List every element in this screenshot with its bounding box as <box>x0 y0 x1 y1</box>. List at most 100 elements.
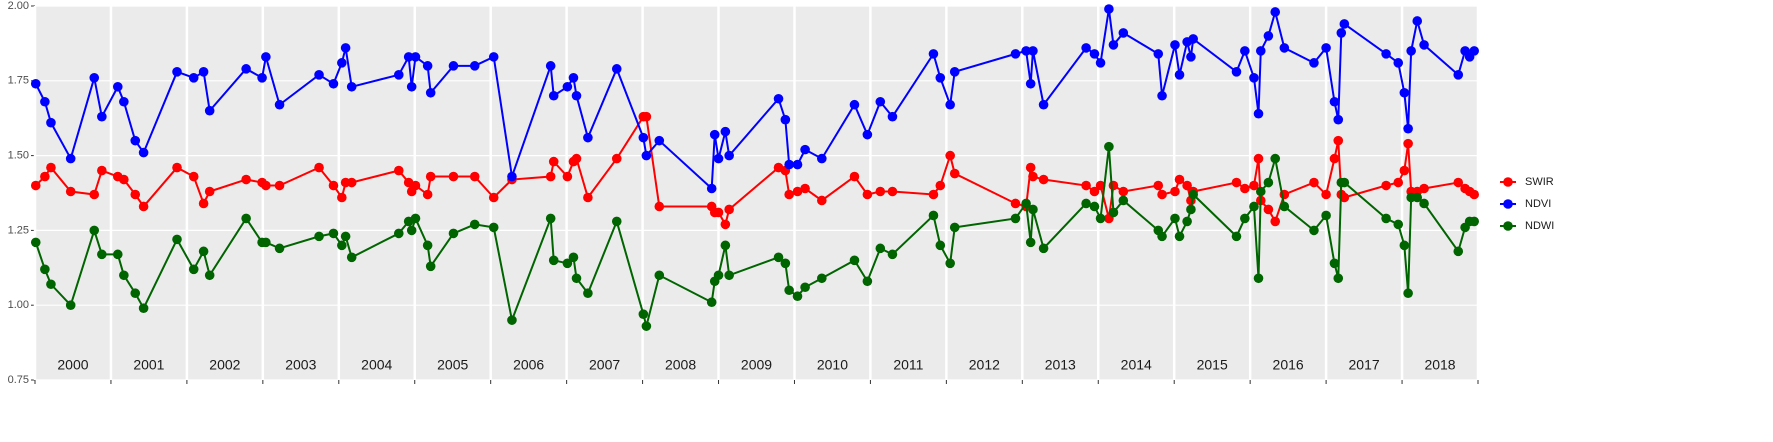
data-point <box>1010 213 1021 224</box>
data-point <box>887 111 898 122</box>
data-point <box>198 198 209 209</box>
data-point <box>65 300 76 311</box>
data-point <box>1028 171 1038 182</box>
data-point <box>713 270 724 281</box>
data-point <box>545 171 556 182</box>
data-point <box>393 165 404 176</box>
data-point <box>1231 177 1242 188</box>
data-point <box>720 126 731 137</box>
data-point <box>112 249 123 260</box>
data-point <box>1263 204 1274 215</box>
data-point <box>1321 210 1331 221</box>
data-point <box>583 132 593 143</box>
data-point <box>713 207 724 218</box>
data-point <box>1240 183 1250 194</box>
y-tick-label: 1.00 <box>8 299 29 311</box>
data-point <box>448 61 459 71</box>
data-point <box>545 213 556 224</box>
data-point <box>817 273 827 284</box>
data-point <box>204 186 215 197</box>
data-point <box>448 228 459 239</box>
data-point <box>1174 70 1185 80</box>
data-point <box>706 183 717 194</box>
data-point <box>425 87 436 98</box>
data-point <box>862 189 873 200</box>
data-point <box>1104 4 1114 14</box>
data-point <box>1081 43 1091 53</box>
data-point <box>314 231 324 242</box>
data-point <box>862 276 873 287</box>
data-point <box>346 81 357 92</box>
data-point <box>204 270 215 281</box>
data-point <box>1174 174 1185 185</box>
data-point <box>97 249 107 260</box>
data-point <box>935 73 946 83</box>
data-point <box>1309 58 1319 68</box>
legend-label: NDVI <box>1525 198 1551 210</box>
data-point <box>583 288 593 299</box>
data-point <box>340 231 351 242</box>
data-point <box>562 258 573 269</box>
data-point <box>945 150 955 161</box>
data-point <box>800 144 810 155</box>
data-point <box>198 67 209 77</box>
data-point <box>817 195 827 206</box>
data-point <box>198 246 209 257</box>
data-point <box>945 258 955 269</box>
data-point <box>1321 189 1331 200</box>
data-point <box>562 171 573 182</box>
data-point <box>1249 73 1259 83</box>
data-point <box>875 243 886 254</box>
data-point <box>1453 246 1464 257</box>
data-point <box>1108 180 1119 191</box>
data-point <box>89 73 100 83</box>
data-point <box>1279 43 1290 53</box>
data-point <box>65 153 76 164</box>
data-point <box>346 252 357 263</box>
data-point <box>1399 240 1410 251</box>
data-point <box>1095 213 1106 224</box>
data-point <box>773 93 784 104</box>
data-point <box>314 162 324 173</box>
year-label: 2013 <box>1045 357 1076 373</box>
data-point <box>641 321 652 331</box>
data-point <box>488 222 499 233</box>
data-point <box>65 186 76 197</box>
data-point <box>562 81 573 92</box>
data-point <box>654 201 665 212</box>
data-point <box>928 189 939 200</box>
data-point <box>1028 46 1038 56</box>
data-point <box>138 303 149 313</box>
data-point <box>1095 58 1106 68</box>
data-point <box>1329 258 1340 269</box>
data-point <box>1240 46 1250 56</box>
data-point <box>784 189 794 200</box>
data-point <box>1249 201 1259 212</box>
data-point <box>1010 49 1021 59</box>
data-point <box>862 129 873 140</box>
data-point <box>1339 177 1350 188</box>
data-point <box>1182 216 1192 227</box>
data-point <box>1253 273 1264 284</box>
data-point <box>1118 186 1129 197</box>
data-point <box>188 171 199 182</box>
data-point <box>241 174 251 185</box>
data-point <box>1025 237 1036 248</box>
data-point <box>1089 201 1100 212</box>
data-point <box>1249 180 1259 191</box>
data-point <box>1118 195 1129 206</box>
year-label: 2006 <box>513 357 544 373</box>
data-point <box>1253 153 1264 164</box>
data-point <box>1095 180 1106 191</box>
data-point <box>1393 219 1404 230</box>
data-point <box>488 52 499 62</box>
data-point <box>568 73 579 83</box>
data-point <box>1170 40 1180 50</box>
data-point <box>138 147 149 158</box>
year-label: 2015 <box>1197 357 1228 373</box>
data-point <box>40 96 50 107</box>
data-point <box>337 192 347 203</box>
data-point <box>784 285 794 296</box>
data-point <box>784 159 794 170</box>
data-point <box>425 171 436 182</box>
